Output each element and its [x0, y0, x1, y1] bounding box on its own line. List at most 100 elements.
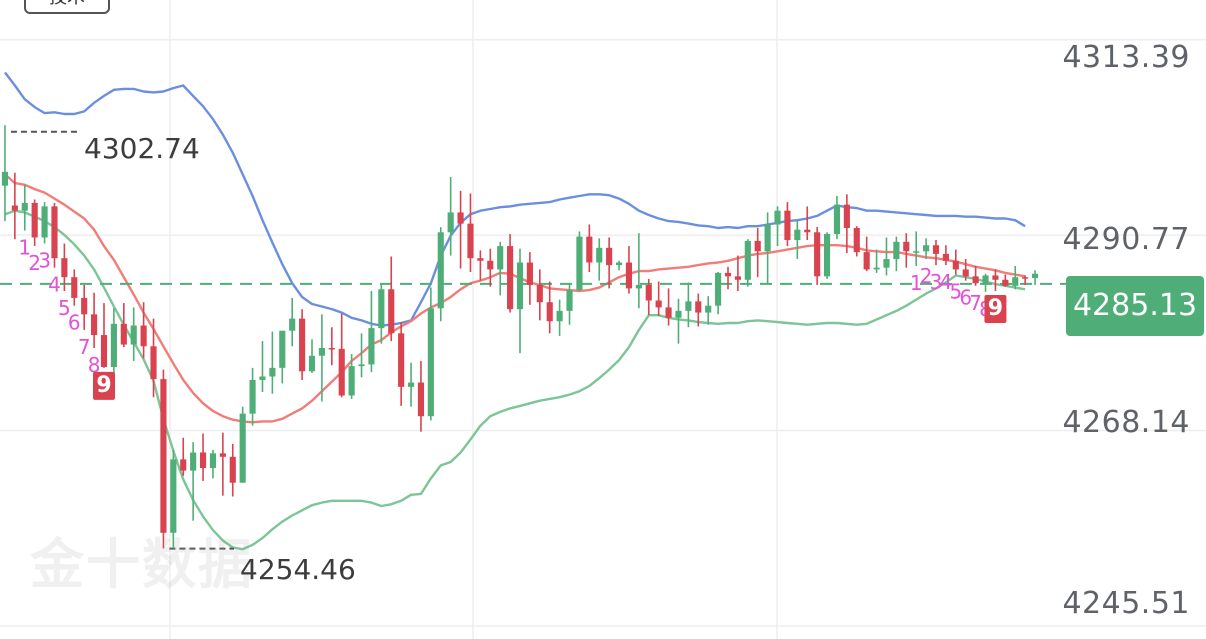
candle-body	[51, 206, 58, 259]
candle-body	[952, 260, 959, 270]
candle-body	[388, 289, 395, 334]
candle-body	[1022, 277, 1029, 279]
candle-body	[566, 290, 573, 311]
candle-body	[853, 227, 860, 253]
candle-body	[685, 301, 692, 311]
td-count-label: 7	[969, 291, 982, 315]
candle-body	[199, 452, 207, 469]
candle-body	[863, 252, 870, 270]
td-count-label: 8	[88, 353, 101, 377]
candle-body	[962, 269, 969, 277]
candle-body	[982, 275, 989, 284]
td-count-label: 4	[48, 273, 61, 297]
indicator-tab[interactable]: 技术	[24, 0, 110, 14]
candle-body	[150, 346, 157, 380]
candle-body	[546, 302, 553, 322]
candle-body	[487, 260, 494, 270]
candle-body	[140, 325, 147, 347]
candle-body	[873, 267, 880, 270]
candle-body	[655, 300, 662, 308]
candle-body	[764, 224, 771, 252]
candle-body	[556, 310, 563, 322]
candle-body	[279, 330, 286, 368]
candle-body	[942, 253, 949, 261]
td-count-label: 6	[959, 286, 972, 310]
candle-body	[675, 310, 682, 318]
candle-body	[606, 247, 613, 266]
candle-body	[507, 246, 514, 310]
candle-body	[774, 210, 781, 225]
candle-body	[833, 204, 841, 235]
low-price-label: 4254.46	[240, 553, 356, 586]
candle-body	[992, 275, 999, 280]
td9-badge	[984, 295, 1007, 324]
candle-body	[625, 262, 633, 289]
price-axis-label: 4245.51	[1062, 586, 1190, 621]
candle-body	[249, 379, 256, 414]
candle-body	[477, 258, 484, 261]
candle-body	[635, 284, 642, 289]
candle-body	[338, 348, 345, 396]
candle-body	[715, 272, 722, 306]
candle-body	[804, 229, 811, 233]
td-count-label: 7	[78, 335, 91, 359]
candle-body	[299, 318, 306, 372]
td-count-label: 4	[940, 270, 953, 294]
td-count-label: 2	[28, 251, 41, 275]
candle-body	[170, 459, 177, 533]
candle-body	[31, 202, 38, 238]
td9-badge	[93, 371, 115, 400]
price-axis-label: 4313.39	[1062, 40, 1190, 75]
candle-body	[209, 453, 217, 469]
candle-body	[71, 277, 78, 298]
price-axis-label: 4290.77	[1062, 222, 1190, 257]
candle-body	[81, 297, 88, 315]
candle-body	[259, 376, 266, 380]
candle-body	[21, 202, 28, 211]
candle-body	[645, 284, 652, 301]
candle-body	[120, 323, 127, 345]
high-price-label: 4302.74	[84, 132, 200, 165]
candle-body	[744, 240, 751, 280]
candle-body	[91, 314, 98, 336]
candle-body	[516, 262, 524, 310]
candle-body	[328, 347, 335, 350]
candle-body	[903, 241, 910, 252]
candle-body	[615, 262, 623, 266]
candle-body	[843, 204, 850, 228]
candle-body	[41, 206, 48, 238]
candle-body	[923, 245, 930, 252]
candle-body	[724, 272, 732, 277]
candle-body	[814, 232, 821, 277]
candle-body	[130, 325, 137, 345]
candle-body	[358, 364, 365, 367]
td-count-label: 1	[910, 271, 923, 295]
candle-body	[457, 212, 464, 224]
candle-body	[1, 171, 9, 186]
candle-body	[308, 355, 316, 372]
candle-body	[417, 382, 425, 417]
candle-body	[407, 382, 415, 387]
candle-body	[526, 262, 533, 285]
candle-body	[972, 276, 979, 284]
candle-body	[576, 236, 583, 291]
candle-body	[110, 323, 117, 367]
upper-band-line	[4, 71, 1026, 327]
td-count-label: 5	[58, 296, 71, 320]
candle-body	[219, 453, 226, 457]
candle-body	[437, 232, 444, 309]
candle-body	[318, 347, 325, 356]
candle-body	[705, 305, 712, 313]
candle-body	[784, 210, 791, 241]
candle-body	[536, 284, 543, 303]
candle-body	[665, 307, 672, 318]
td-count-label: 1	[18, 236, 31, 260]
candle-body	[190, 452, 197, 471]
candle-body	[754, 240, 761, 252]
td-count-label: 5	[949, 280, 962, 304]
td9-label: 9	[96, 373, 111, 398]
candle-body	[794, 229, 801, 241]
td-count-label: 3	[930, 270, 943, 294]
price-axis-label: 4268.14	[1062, 405, 1190, 440]
